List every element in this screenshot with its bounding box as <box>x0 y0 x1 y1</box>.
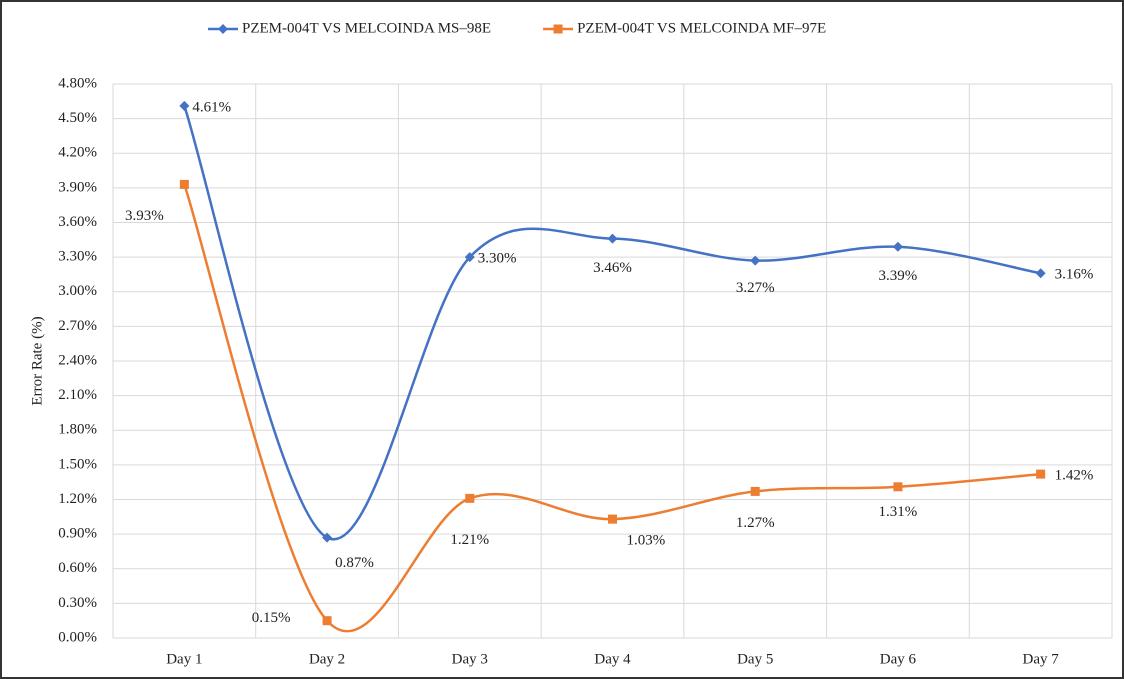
y-tick-label: 3.30% <box>58 249 97 265</box>
marker <box>322 532 333 543</box>
y-tick-label: 0.60% <box>58 560 97 576</box>
data-label: 3.16% <box>1055 267 1094 283</box>
data-label: 0.15% <box>252 610 291 626</box>
y-tick-label: 4.80% <box>58 75 97 91</box>
data-label: 1.27% <box>736 515 775 531</box>
y-tick-label: 4.20% <box>58 145 97 161</box>
series-line <box>183 184 1041 633</box>
data-label: 0.87% <box>335 555 374 571</box>
data-label: 3.46% <box>593 260 632 276</box>
data-label: 3.30% <box>478 251 517 267</box>
x-tick-label: Day 4 <box>594 651 631 667</box>
marker <box>1035 268 1046 279</box>
y-tick-label: 0.30% <box>58 595 97 611</box>
marker <box>1036 469 1046 479</box>
data-label: 4.61% <box>192 99 231 115</box>
marker <box>322 616 332 626</box>
legend-label: PZEM-004T VS MELCOINDA MS–98E <box>242 20 491 36</box>
y-tick-label: 1.20% <box>58 491 97 507</box>
marker <box>750 486 760 496</box>
x-tick-label: Day 6 <box>880 651 917 667</box>
y-tick-label: 3.60% <box>58 214 97 230</box>
marker <box>893 482 903 492</box>
legend-marker <box>218 24 228 34</box>
data-label: 1.21% <box>450 532 489 548</box>
data-label: 1.03% <box>627 533 666 549</box>
x-tick-label: Day 7 <box>1023 651 1060 667</box>
marker <box>607 233 618 244</box>
series-line <box>183 105 1041 541</box>
marker <box>892 241 903 252</box>
y-tick-label: 0.90% <box>58 526 97 542</box>
y-tick-label: 2.10% <box>58 387 97 403</box>
marker <box>464 252 475 263</box>
y-tick-label: 3.90% <box>58 179 97 195</box>
data-label: 3.39% <box>879 268 918 284</box>
y-tick-label: 1.80% <box>58 422 97 438</box>
marker <box>179 100 190 111</box>
y-tick-label: 4.50% <box>58 110 97 126</box>
x-tick-label: Day 5 <box>737 651 773 667</box>
x-tick-label: Day 2 <box>309 651 345 667</box>
y-tick-label: 0.00% <box>58 629 97 645</box>
marker <box>608 514 617 524</box>
y-tick-label: 2.70% <box>58 318 97 334</box>
y-tick-label: 2.40% <box>58 352 97 368</box>
data-label: 1.42% <box>1055 468 1094 484</box>
marker <box>750 255 761 266</box>
marker <box>465 493 475 503</box>
y-axis-title: Error Rate (%) <box>29 316 45 405</box>
data-label: 3.93% <box>125 208 164 224</box>
y-tick-label: 3.00% <box>58 283 97 299</box>
legend-label: PZEM-004T VS MELCOINDA MF–97E <box>577 20 826 36</box>
x-tick-label: Day 3 <box>452 651 488 667</box>
marker <box>179 179 189 189</box>
data-label: 1.31% <box>879 504 918 520</box>
data-label: 3.27% <box>736 280 775 296</box>
legend-marker <box>553 24 563 34</box>
x-tick-label: Day 1 <box>166 651 202 667</box>
y-tick-label: 1.50% <box>58 456 97 472</box>
